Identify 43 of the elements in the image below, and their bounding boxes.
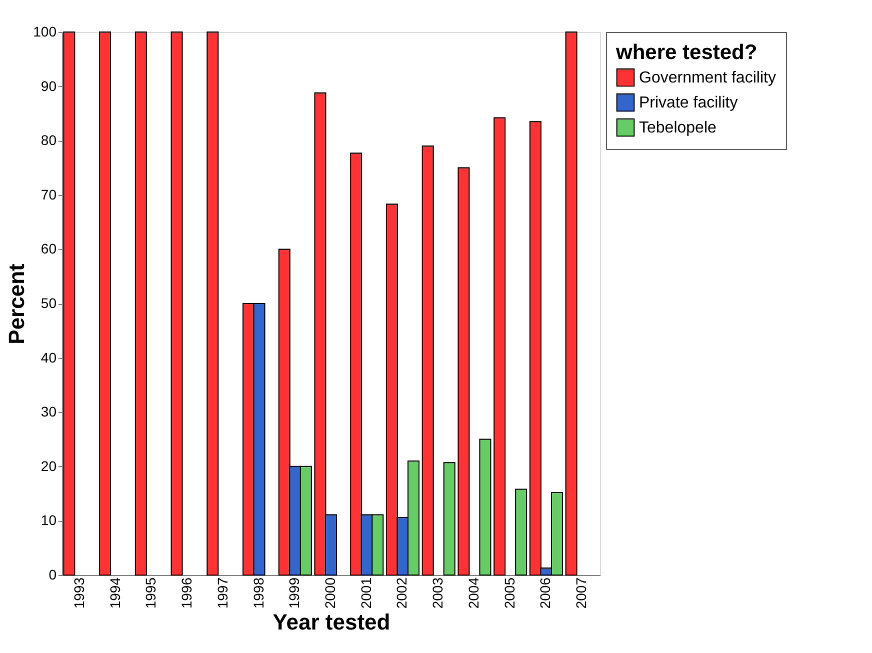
x-tick-label: 2006 <box>537 577 554 609</box>
x-tick-label: 2003 <box>430 577 446 609</box>
bar <box>494 117 506 576</box>
y-tick-label: 90 <box>40 78 57 94</box>
y-tick-label: 40 <box>40 349 57 366</box>
x-tick-label: 2004 <box>465 577 482 609</box>
y-axis-title: Percent <box>4 262 30 344</box>
bar <box>515 488 528 576</box>
bar <box>134 32 147 576</box>
y-tick-label: 20 <box>40 458 57 474</box>
legend-title: where tested? <box>615 41 758 64</box>
bar <box>479 438 492 576</box>
bar <box>170 32 183 576</box>
x-tick-label: 1998 <box>250 577 266 609</box>
x-tick-label: 1993 <box>70 577 87 609</box>
x-tick-label: 1997 <box>214 577 230 609</box>
bar <box>565 32 578 576</box>
x-tick-label: 2001 <box>358 577 374 609</box>
y-tick-label: 0 <box>48 566 57 582</box>
y-tick-label: 70 <box>40 186 57 202</box>
y-tick-label: 50 <box>40 295 57 311</box>
bar <box>422 146 434 576</box>
bar <box>99 32 112 576</box>
bar <box>458 167 470 576</box>
y-tick-label: 80 <box>40 132 57 148</box>
y-tick-label: 30 <box>40 404 57 420</box>
x-tick-label: 1994 <box>106 577 123 609</box>
bar <box>443 462 456 576</box>
x-axis-title: Year tested <box>272 610 390 635</box>
y-tick-label: 60 <box>40 240 57 257</box>
bar <box>206 32 219 576</box>
legend-label: Private facility <box>639 94 738 112</box>
legend-label: Government facility <box>639 70 776 86</box>
y-tick-label: 10 <box>40 512 57 528</box>
x-tick-label: 2007 <box>573 577 590 609</box>
x-tick-label: 1996 <box>178 577 195 609</box>
x-tick-label: 1995 <box>142 577 159 609</box>
legend-label: Tebelopele <box>639 120 716 136</box>
x-tick-label: 2005 <box>501 577 518 609</box>
x-tick-label: 2000 <box>322 577 338 609</box>
x-tick-label: 2002 <box>394 577 410 609</box>
x-tick-label: 1999 <box>286 577 302 609</box>
y-tick-label: 100 <box>33 24 57 40</box>
